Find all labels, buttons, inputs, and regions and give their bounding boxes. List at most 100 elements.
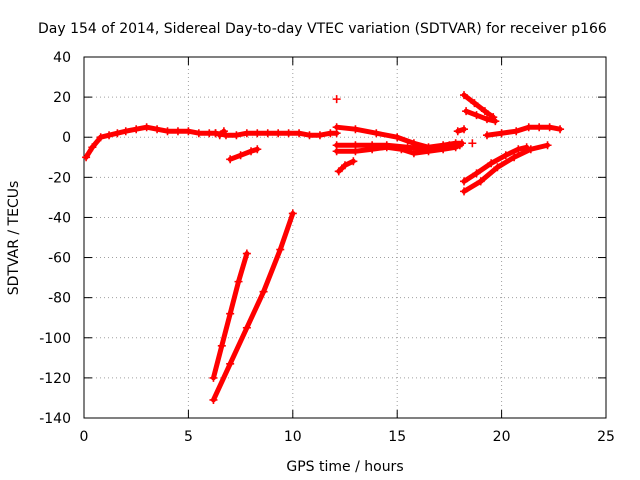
y-tick-label: 20 [53, 90, 71, 106]
data-point [487, 159, 496, 168]
data-point [217, 341, 226, 350]
x-tick-label: 10 [284, 429, 302, 445]
axis-ticks: 0 5 10 15 20 25 -140 -120 -100 -80 -60 -40 -20 0 20 40 [39, 50, 615, 445]
data-point [543, 141, 552, 150]
series-arc-descending-b [462, 107, 500, 126]
data-point [393, 133, 402, 142]
data-point [482, 131, 491, 140]
series-arc-short-descent [226, 145, 262, 164]
data-point [403, 143, 412, 152]
data-point [460, 125, 469, 134]
series-arc-steep-left [209, 249, 251, 382]
y-tick-label: -60 [48, 251, 71, 267]
x-tick-label: 0 [80, 429, 89, 445]
data-point [334, 167, 343, 176]
data-point [132, 125, 141, 134]
data-trace [210, 361, 233, 403]
data-point [424, 145, 433, 154]
data-point [460, 187, 469, 196]
data-point [315, 131, 324, 140]
y-tick-label: -20 [48, 170, 71, 186]
data-point [482, 115, 491, 124]
data-point [253, 129, 262, 138]
data-point [332, 95, 341, 104]
data-point [121, 127, 130, 136]
data-point [209, 395, 218, 404]
data-point [535, 123, 544, 132]
data-point [276, 245, 285, 254]
x-axis-label: GPS time / hours [286, 459, 403, 475]
y-tick-label: -40 [48, 210, 71, 226]
data-point [263, 129, 272, 138]
data-point [491, 117, 500, 126]
data-point [510, 153, 519, 162]
data-point [480, 107, 489, 116]
data-trace [511, 146, 534, 160]
data-point [512, 127, 521, 136]
series-arc-right-flat [482, 123, 565, 140]
data-point [524, 123, 533, 132]
series-arc-isolated-2 [468, 139, 477, 148]
data-point [163, 127, 172, 136]
data-point [274, 129, 283, 138]
data-point [234, 277, 243, 286]
data-trace [227, 325, 250, 367]
x-tick-label: 25 [597, 429, 615, 445]
x-tick-label: 20 [493, 429, 511, 445]
data-trace [461, 178, 484, 194]
y-tick-label: 40 [53, 50, 71, 66]
data-point [173, 127, 182, 136]
data-point [493, 163, 502, 172]
data-point [242, 129, 251, 138]
data-point [332, 123, 341, 132]
y-axis-label: SDTVAR / TECUs [6, 181, 22, 296]
data-point [113, 129, 122, 138]
data-point [526, 145, 535, 154]
data-point [184, 127, 193, 136]
series-arc-small-dash [453, 125, 469, 136]
data-point [501, 151, 510, 160]
data-trace [482, 108, 496, 120]
data-point [472, 169, 481, 178]
data-point [472, 111, 481, 120]
data-trace [394, 134, 417, 146]
data-point [215, 131, 224, 140]
data-point [545, 123, 554, 132]
data-point [368, 141, 377, 150]
data-trace [478, 164, 500, 184]
data-point [194, 129, 203, 138]
data-point [236, 151, 245, 160]
data-trace [236, 251, 250, 285]
data-point [470, 99, 479, 108]
data-point [409, 149, 418, 158]
data-point [242, 323, 251, 332]
data-point [247, 147, 256, 156]
data-trace [488, 152, 509, 166]
chart-title: Day 154 of 2014, Sidereal Day-to-day VTE… [38, 21, 607, 37]
series-arc-short-dip [334, 157, 358, 176]
data-point [259, 287, 268, 296]
data-point [372, 129, 381, 138]
data-point [445, 141, 454, 150]
series-arc-descending-a [460, 91, 498, 122]
data-point [460, 177, 469, 186]
data-point [219, 127, 228, 136]
data-point [82, 153, 91, 162]
x-tick-label: 15 [388, 429, 406, 445]
data-point [284, 129, 293, 138]
data-point [209, 373, 218, 382]
data-point [514, 145, 523, 154]
series-arc-third-band [332, 141, 454, 154]
data-point [351, 141, 360, 150]
data-trace [494, 154, 517, 170]
data-point [253, 145, 262, 154]
data-point [451, 143, 460, 152]
data-point [476, 177, 485, 186]
data-point [288, 209, 297, 218]
data-point [460, 91, 469, 100]
data-point [462, 107, 471, 116]
series-arc-small-rise [215, 127, 228, 140]
data-point [341, 161, 349, 170]
series-arc-isolated [332, 95, 341, 104]
data-trace [244, 289, 267, 331]
